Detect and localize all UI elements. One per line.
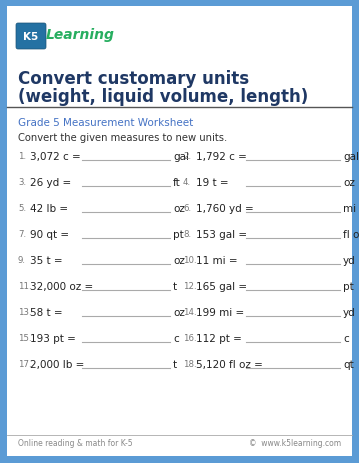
Text: 11.: 11. [18, 282, 32, 290]
Text: 112 pt =: 112 pt = [196, 333, 242, 343]
Text: 8.: 8. [183, 230, 191, 238]
Text: 16.: 16. [183, 333, 197, 342]
Text: (weight, liquid volume, length): (weight, liquid volume, length) [18, 88, 308, 106]
Text: 3.: 3. [18, 178, 26, 187]
Text: 165 gal =: 165 gal = [196, 282, 247, 291]
Text: 42 lb =: 42 lb = [30, 204, 68, 213]
Text: K5: K5 [23, 32, 39, 42]
Text: Convert customary units: Convert customary units [18, 70, 249, 88]
Text: pt: pt [173, 230, 184, 239]
Text: 4.: 4. [183, 178, 191, 187]
Text: oz: oz [173, 204, 185, 213]
Text: 18.: 18. [183, 359, 197, 368]
Text: 90 qt =: 90 qt = [30, 230, 69, 239]
Text: 1,792 c =: 1,792 c = [196, 152, 247, 162]
Text: 14.: 14. [183, 307, 197, 316]
Text: 199 mi =: 199 mi = [196, 307, 244, 317]
Text: Convert the given measures to new units.: Convert the given measures to new units. [18, 133, 227, 143]
Text: c: c [173, 333, 179, 343]
Text: 2,000 lb =: 2,000 lb = [30, 359, 84, 369]
Text: 17.: 17. [18, 359, 32, 368]
Text: t: t [173, 359, 177, 369]
Text: 5.: 5. [18, 204, 26, 213]
FancyBboxPatch shape [16, 24, 46, 50]
Text: gal: gal [343, 152, 359, 162]
Text: 35 t =: 35 t = [30, 256, 62, 265]
Text: ©  www.k5learning.com: © www.k5learning.com [249, 438, 341, 447]
Text: 13.: 13. [18, 307, 32, 316]
Text: oz: oz [343, 178, 355, 188]
Text: 2.: 2. [183, 152, 191, 161]
Text: 6.: 6. [183, 204, 191, 213]
Text: mi: mi [343, 204, 356, 213]
Text: 5,120 fl oz =: 5,120 fl oz = [196, 359, 263, 369]
Text: 1.: 1. [18, 152, 26, 161]
Text: Grade 5 Measurement Worksheet: Grade 5 Measurement Worksheet [18, 118, 193, 128]
Text: oz: oz [173, 256, 185, 265]
Text: pt: pt [343, 282, 354, 291]
Text: 32,000 oz =: 32,000 oz = [30, 282, 93, 291]
Text: c: c [343, 333, 349, 343]
Text: 11 mi =: 11 mi = [196, 256, 238, 265]
Text: 1,760 yd =: 1,760 yd = [196, 204, 254, 213]
Text: qt: qt [343, 359, 354, 369]
Text: 15.: 15. [18, 333, 32, 342]
Text: 12.: 12. [183, 282, 197, 290]
Text: 3,072 c =: 3,072 c = [30, 152, 81, 162]
Text: 10.: 10. [183, 256, 197, 264]
Text: 19 t =: 19 t = [196, 178, 229, 188]
Text: 153 gal =: 153 gal = [196, 230, 247, 239]
Text: fl oz: fl oz [343, 230, 359, 239]
Text: 58 t =: 58 t = [30, 307, 62, 317]
Text: Online reading & math for K-5: Online reading & math for K-5 [18, 438, 132, 447]
Text: 26 yd =: 26 yd = [30, 178, 71, 188]
Text: yd: yd [343, 256, 356, 265]
Text: 7.: 7. [18, 230, 26, 238]
Text: t: t [173, 282, 177, 291]
FancyBboxPatch shape [7, 7, 352, 456]
Text: oz: oz [173, 307, 185, 317]
Text: gal: gal [173, 152, 189, 162]
Text: ft: ft [173, 178, 181, 188]
Text: yd: yd [343, 307, 356, 317]
Text: 193 pt =: 193 pt = [30, 333, 76, 343]
Text: Learning: Learning [46, 28, 115, 42]
Text: 9.: 9. [18, 256, 26, 264]
